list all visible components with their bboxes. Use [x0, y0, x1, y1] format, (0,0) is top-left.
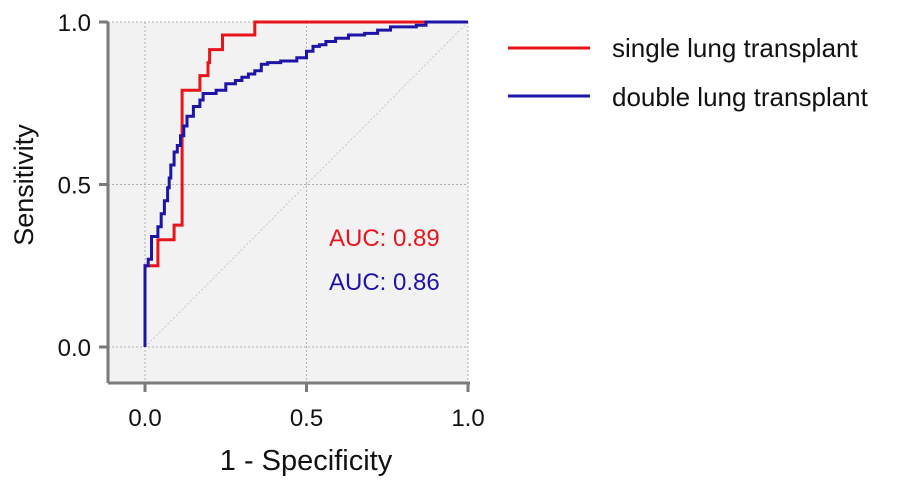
x-tick-label-1: 0.5: [290, 405, 323, 432]
series-line-double-lung-transplant: [143, 20, 468, 347]
legend: single lung transplant double lung trans…: [508, 33, 869, 112]
x-tick-label-2: 1.0: [451, 405, 484, 432]
auc-double-label: AUC: 0.86: [329, 269, 440, 296]
legend-label-single: single lung transplant: [612, 33, 858, 63]
x-axis-title: 1 - Specificity: [220, 445, 393, 477]
tick-labels: 0.0 0.5 1.0 0.0 0.5 1.0: [58, 10, 485, 432]
auc-single-label: AUC: 0.89: [329, 225, 440, 252]
y-tick-label-1: 0.5: [58, 173, 91, 200]
y-tick-label-2: 1.0: [58, 10, 91, 37]
series-layer: [143, 20, 468, 347]
legend-label-double: double lung transplant: [612, 82, 869, 112]
series-line-single-lung-transplant: [143, 20, 468, 347]
y-tick-label-0: 0.0: [58, 335, 91, 362]
diagonal-reference-line: [144, 21, 469, 348]
axes: [106, 22, 470, 385]
x-tick-label-0: 0.0: [128, 405, 161, 432]
y-axis-title: Sensitivity: [9, 124, 39, 246]
